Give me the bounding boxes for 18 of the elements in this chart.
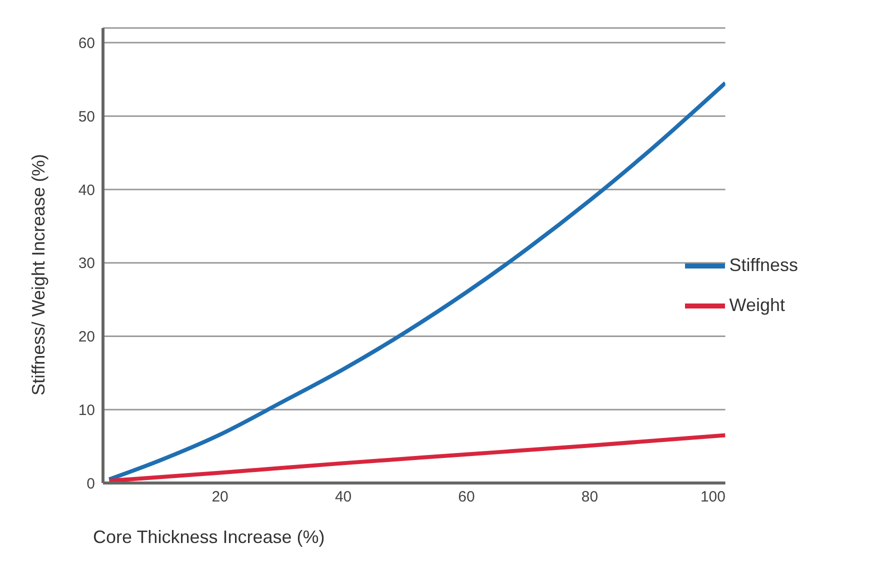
y-tick-label: 30 <box>78 255 95 272</box>
x-axis-title: Core Thickness Increase (%) <box>93 527 325 547</box>
x-tick-label: 60 <box>458 488 475 506</box>
legend-label: Weight <box>729 294 785 314</box>
y-tick-label: 40 <box>78 182 95 199</box>
x-tick-label: 40 <box>334 488 352 506</box>
legend-label: Stiffness <box>729 254 798 274</box>
line-series <box>107 81 726 482</box>
x-tick-label: 80 <box>581 488 598 506</box>
y-tick-label: 60 <box>78 35 95 52</box>
x-tick-label: 20 <box>212 488 228 506</box>
y-tick-label: 50 <box>78 108 95 126</box>
x-tick-label: 100 <box>700 488 726 506</box>
line-series <box>107 433 726 483</box>
y-tick-label: 10 <box>78 402 95 419</box>
y-tick-label: 20 <box>78 328 95 346</box>
y-axis-title: Stiffness/ Weight Increase (%) <box>28 154 48 396</box>
y-tick-label: 0 <box>86 475 95 492</box>
